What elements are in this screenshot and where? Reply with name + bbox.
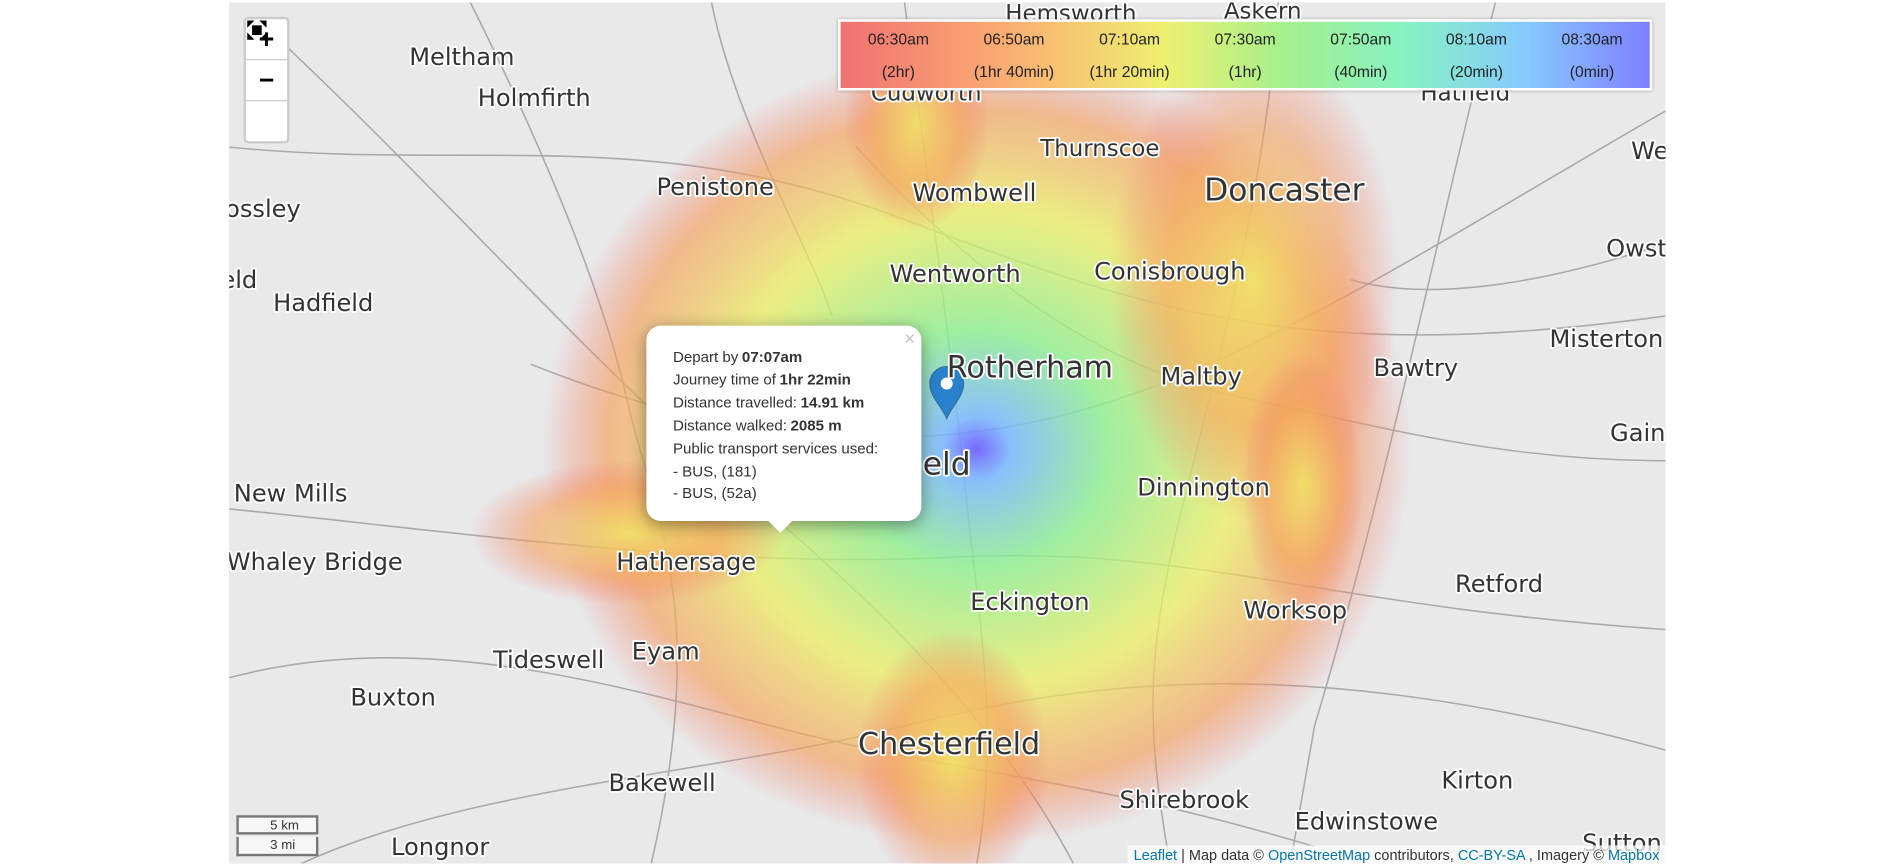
place-label: Conisbrough [1094,258,1245,286]
legend-item: 07:50am (40min) [1303,22,1419,88]
popup-label: Journey time of [672,371,777,389]
attribution-text: , Imagery © [1528,846,1604,864]
attribution-link[interactable]: CC-BY-SA [1457,846,1525,864]
popup-value: 14.91 km [800,394,865,412]
scale-mi: 3 mi [236,836,319,857]
place-label: eld [229,266,257,294]
popup-close[interactable]: × [904,329,916,350]
attribution-link[interactable]: Mapbox [1607,846,1660,864]
popup-line: - BUS, (181) [673,460,878,483]
place-label: Hadfield [273,289,373,317]
attribution-link[interactable]: Leaflet [1133,846,1178,864]
legend-duration: (40min) [1334,62,1388,81]
fullscreen-button[interactable] [246,20,287,141]
attribution-text: | Map data © [1181,846,1264,864]
popup-value: 07:07am [741,348,803,366]
legend-duration: (1hr 40min) [973,62,1055,81]
place-label: ossley [229,195,301,223]
popup-body: Depart by 07:07am Journey time of 1hr 22min… [673,346,878,506]
place-label: Thurnscoe [1039,136,1159,162]
popup-label: - BUS, (181) [672,462,757,480]
legend-item: 08:10am (20min) [1419,22,1535,88]
legend: 06:30am (2hr) 06:50am (1hr 40min) 07:10am (1h… [838,19,1653,91]
place-label: Bakewell [608,769,715,797]
place-label: Worksop [1243,596,1347,624]
fullscreen-icon [247,20,267,40]
popup-value: 2085 m [790,416,842,434]
popup-label: Public transport services used: [672,439,879,457]
place-label: Shirebrook [1119,786,1249,814]
legend-time: 08:30am [1561,30,1623,49]
scale-km: 5 km [236,815,319,835]
popup-line: Distance travelled: 14.91 km [673,392,878,415]
attribution: Leaflet | Map data © OpenStreetMap contr… [1127,845,1666,864]
place-label: Tideswell [492,646,604,674]
place-label: Misterton [1550,325,1664,353]
zoom-control: + − [243,16,290,144]
popup-line: Public transport services used: [673,437,878,460]
place-label: Doncaster [1204,173,1365,209]
legend-item: 08:30am (0min) [1534,22,1650,88]
legend-duration: (1hr 20min) [1089,62,1170,81]
legend-duration: (2hr) [881,62,915,81]
place-label: Bawtry [1373,354,1458,382]
legend-time: 07:30am [1214,30,1276,49]
place-label: Kirton [1441,766,1513,794]
popup-label: Depart by [672,348,739,366]
popup-value: 1hr 22min [779,371,851,389]
popup-label: - BUS, (52a) [672,485,757,503]
place-label: Wombwell [912,179,1036,207]
place-label: Whaley Bridge [229,548,403,576]
legend-time: 06:30am [867,30,929,49]
legend-time: 07:50am [1330,30,1392,49]
place-label: We [1631,137,1665,165]
legend-item: 07:10am (1hr 20min) [1072,22,1188,88]
legend-time: 07:10am [1099,30,1161,49]
place-label: Hathersage [616,548,756,576]
place-label: Chesterfield [858,727,1040,762]
place-label: Wentworth [890,260,1021,288]
place-label: Rotherham [947,351,1113,386]
legend-duration: (0min) [1569,62,1615,81]
place-label: Eckington [970,588,1089,616]
place-label: Gain [1610,419,1665,447]
legend-time: 06:50am [983,30,1045,49]
zoom-out[interactable]: − [246,60,288,102]
popup-line: - BUS, (52a) [673,483,878,506]
legend-duration: (1hr) [1228,62,1262,81]
place-label: Edwinstowe [1295,807,1439,835]
popup-line: Journey time of 1hr 22min [673,369,878,392]
place-label: Meltham [409,43,514,71]
legend-time: 08:10am [1445,30,1507,49]
place-label: Holmfirth [478,84,591,112]
place-label: Penistone [656,173,773,201]
legend-item: 06:50am (1hr 40min) [956,22,1072,88]
place-label: Owst [1606,235,1665,263]
popup-label: Distance walked: [672,416,787,434]
legend-duration: (20min) [1449,62,1503,81]
place-label: Retford [1455,570,1543,598]
attribution-text: contributors, [1374,846,1454,864]
attribution-link[interactable]: OpenStreetMap [1267,846,1371,864]
place-label: Eyam [632,637,700,665]
marker[interactable] [929,366,965,421]
map[interactable]: Hemsworth Askern Meltham Holmfirth Cudworth H… [229,2,1666,864]
popup-line: Distance walked: 2085 m [673,415,878,438]
place-label: Dinnington [1137,473,1270,501]
place-label: New Mills [234,479,348,507]
place-label: Maltby [1161,362,1242,390]
place-label: Buxton [350,683,436,711]
popup-label: Distance travelled: [672,394,797,412]
legend-item: 07:30am (1hr) [1187,22,1303,88]
popup-line: Depart by 07:07am [673,346,878,369]
place-label: eld [923,447,971,483]
place-label: Longnor [391,833,489,861]
popup: × Depart by 07:07am Journey time of 1hr 22m… [646,325,922,533]
legend-item: 06:30am (2hr) [841,22,957,88]
